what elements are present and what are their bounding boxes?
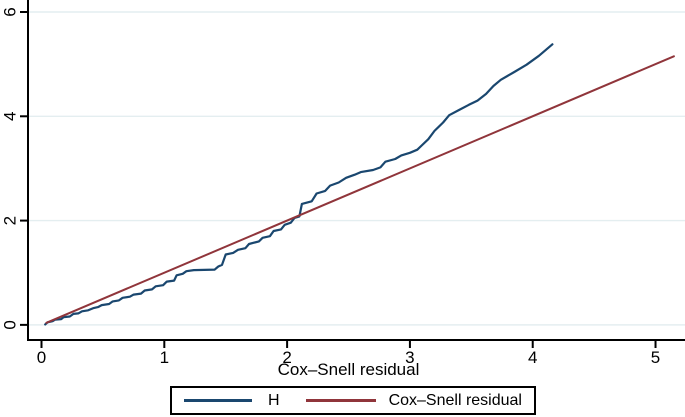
x-tick-label-4: 4 <box>528 348 537 367</box>
y-tick-label-2: 2 <box>0 216 19 225</box>
x-tick-label-5: 5 <box>651 348 660 367</box>
legend: H Cox–Snell residual <box>170 386 536 415</box>
axes <box>27 0 685 341</box>
legend-label-reference: Cox–Snell residual <box>388 391 522 409</box>
series-line-h <box>44 43 554 326</box>
tick-marks <box>20 10 657 348</box>
legend-line-sample-reference <box>305 399 376 402</box>
x-tick-label-0: 0 <box>37 348 46 367</box>
series-lines <box>44 43 675 326</box>
tick-labels: 0 2 4 6 0 1 2 3 4 5 <box>0 7 660 367</box>
x-tick-label-3: 3 <box>405 348 414 367</box>
y-tick-label-6: 6 <box>0 7 19 16</box>
legend-label-h: H <box>268 391 280 409</box>
x-axis-title: Cox–Snell residual <box>277 360 420 379</box>
x-tick-label-1: 1 <box>160 348 169 367</box>
x-tick-label-2: 2 <box>282 348 291 367</box>
y-tick-label-4: 4 <box>0 112 19 121</box>
series-line-reference <box>45 55 675 324</box>
legend-line-sample-h <box>184 399 252 402</box>
gridlines <box>29 11 685 326</box>
y-tick-label-0: 0 <box>0 320 19 329</box>
